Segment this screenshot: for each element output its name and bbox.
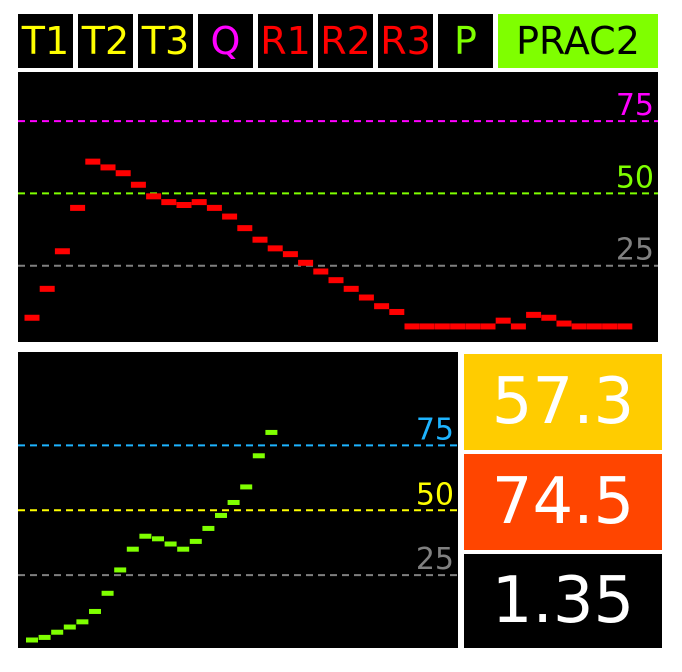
data-point — [252, 453, 265, 459]
data-point — [215, 512, 227, 518]
data-point — [139, 533, 152, 539]
data-point — [282, 251, 298, 258]
data-point — [267, 245, 283, 252]
reference-label-75: 75 — [416, 412, 454, 447]
reference-label-50: 50 — [416, 477, 454, 512]
data-point — [176, 202, 192, 208]
reference-label-25: 25 — [416, 542, 454, 577]
readout-middle: 74.5 — [464, 454, 662, 550]
data-point — [480, 323, 496, 330]
data-point — [541, 314, 557, 321]
bottom-plot: 75 50 25 — [18, 412, 458, 643]
data-point — [358, 294, 374, 301]
data-point — [343, 285, 359, 292]
data-point — [114, 567, 127, 573]
display-frame: T1 T2 T3 Q R1 R2 R3 P PRAC2 75 50 25 75 50 2… — [16, 8, 662, 656]
tab-t2[interactable]: T2 — [78, 14, 133, 68]
data-point — [252, 236, 268, 243]
data-point — [222, 213, 238, 220]
tab-prac2[interactable]: PRAC2 — [498, 14, 658, 68]
data-point — [39, 285, 55, 292]
data-point — [115, 170, 131, 177]
data-point — [100, 164, 116, 171]
data-point — [26, 637, 38, 643]
data-point — [70, 204, 86, 211]
tab-r3[interactable]: R3 — [378, 14, 433, 68]
data-point — [434, 323, 450, 330]
data-point — [146, 193, 162, 200]
readout-top: 57.3 — [464, 354, 662, 450]
data-point — [101, 590, 114, 596]
data-point — [526, 311, 542, 318]
data-point — [191, 199, 207, 206]
reference-label-50: 50 — [616, 160, 654, 195]
data-point — [450, 323, 466, 330]
readout-bottom: 1.35 — [464, 554, 662, 648]
tab-r1[interactable]: R1 — [258, 14, 313, 68]
tab-r2[interactable]: R2 — [318, 14, 373, 68]
bottom-plot-panel: 75 50 25 — [18, 352, 458, 648]
data-point — [602, 323, 618, 330]
data-point — [510, 323, 526, 330]
data-point — [206, 204, 222, 211]
data-point — [63, 624, 76, 630]
data-point — [404, 323, 420, 330]
data-point — [571, 323, 587, 330]
data-point — [313, 268, 329, 275]
data-point — [227, 499, 240, 505]
data-point — [189, 538, 202, 544]
data-point — [152, 536, 164, 542]
tab-t3[interactable]: T3 — [138, 14, 193, 68]
data-point — [54, 248, 70, 255]
data-point — [419, 323, 435, 330]
data-point — [130, 181, 146, 188]
data-point — [495, 317, 511, 324]
data-point — [51, 629, 64, 635]
data-point — [76, 619, 89, 625]
data-point — [374, 303, 390, 310]
data-point — [177, 546, 190, 552]
data-point — [202, 525, 215, 531]
data-point — [556, 320, 572, 327]
data-point — [24, 314, 40, 321]
top-plot: 75 50 25 — [18, 88, 658, 330]
reference-label-25: 25 — [616, 233, 654, 268]
data-point — [161, 199, 177, 206]
data-point — [237, 225, 253, 232]
data-point — [240, 484, 253, 490]
data-point — [298, 259, 314, 266]
data-point — [389, 308, 405, 315]
tab-p[interactable]: P — [438, 14, 493, 68]
data-point — [265, 429, 278, 435]
data-point — [164, 541, 177, 547]
data-point — [89, 608, 101, 614]
data-point — [617, 323, 633, 330]
data-point — [126, 546, 139, 552]
reference-label-75: 75 — [616, 88, 654, 123]
tab-q[interactable]: Q — [198, 14, 253, 68]
data-point — [38, 634, 51, 640]
data-point — [465, 323, 481, 330]
top-plot-panel: 75 50 25 — [18, 72, 658, 342]
data-point — [586, 323, 602, 330]
tab-t1[interactable]: T1 — [18, 14, 73, 68]
data-point — [328, 277, 344, 284]
data-point — [85, 158, 101, 165]
